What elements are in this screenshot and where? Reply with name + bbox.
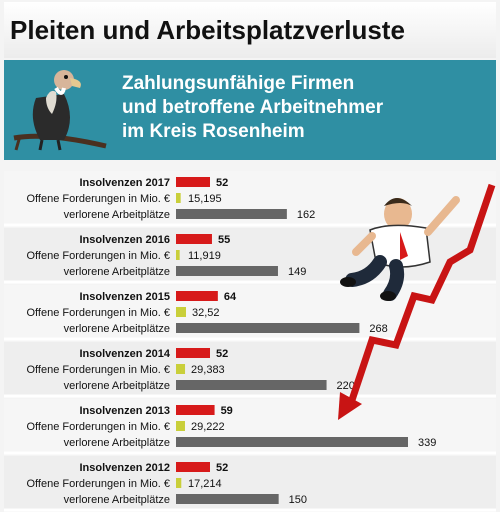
vulture-illustration <box>13 70 107 151</box>
jobs-bar-2017 <box>176 209 287 219</box>
insolvency-value-2015: 64 <box>224 291 237 303</box>
jobs-bar-2015 <box>176 323 360 333</box>
jobs-bar-2012 <box>176 494 279 504</box>
insolvency-label-2015: Insolvenzen 2015 <box>80 291 171 303</box>
insolvency-label-2014: Insolvenzen 2014 <box>80 348 171 360</box>
insolvency-bar-2014 <box>176 348 210 358</box>
jobs-bar-2016 <box>176 266 278 276</box>
claims-label-2016: Offene Forderungen in Mio. € <box>27 250 171 262</box>
insolvency-bar-2015 <box>176 291 218 301</box>
claims-bar-2013 <box>176 421 185 431</box>
subtitle: Zahlungsunfähige Firmen und betroffene A… <box>122 72 482 144</box>
insolvency-label-2013: Insolvenzen 2013 <box>80 405 171 417</box>
jobs-value-2012: 150 <box>289 494 307 506</box>
claims-label-2017: Offene Forderungen in Mio. € <box>27 193 171 205</box>
claims-label-2013: Offene Forderungen in Mio. € <box>27 421 171 433</box>
claims-bar-2017 <box>176 193 181 203</box>
claims-value-2015: 32,52 <box>192 307 220 319</box>
falling-man-illustration <box>340 196 460 301</box>
claims-label-2014: Offene Forderungen in Mio. € <box>27 364 171 376</box>
jobs-value-2014: 220 <box>337 380 355 392</box>
jobs-label-2017: verlorene Arbeitplätze <box>64 209 170 221</box>
jobs-value-2016: 149 <box>288 266 306 278</box>
subtitle-line-2: und betroffene Arbeitnehmer <box>122 97 384 118</box>
jobs-bar-2014 <box>176 380 327 390</box>
jobs-label-2012: verlorene Arbeitplätze <box>64 494 170 506</box>
insolvency-bar-2013 <box>176 405 215 415</box>
claims-value-2013: 29,222 <box>191 421 225 433</box>
jobs-value-2015: 268 <box>369 323 387 335</box>
jobs-label-2014: verlorene Arbeitplätze <box>64 380 170 392</box>
claims-value-2014: 29,383 <box>191 364 225 376</box>
insolvency-value-2012: 52 <box>216 462 228 474</box>
jobs-label-2015: verlorene Arbeitplätze <box>64 323 170 335</box>
insolvency-value-2017: 52 <box>216 177 228 189</box>
claims-label-2012: Offene Forderungen in Mio. € <box>27 478 171 490</box>
insolvency-bar-2016 <box>176 234 212 244</box>
claims-bar-2016 <box>176 250 180 260</box>
jobs-value-2013: 339 <box>418 437 436 449</box>
insolvency-label-2012: Insolvenzen 2012 <box>80 462 171 474</box>
claims-bar-2015 <box>176 307 186 317</box>
insolvency-bar-2012 <box>176 462 210 472</box>
jobs-bar-2013 <box>176 437 408 447</box>
insolvency-value-2013: 59 <box>221 405 233 417</box>
insolvency-label-2016: Insolvenzen 2016 <box>80 234 171 246</box>
jobs-value-2017: 162 <box>297 209 315 221</box>
jobs-label-2013: verlorene Arbeitplätze <box>64 437 170 449</box>
page-title: Pleiten und Arbeitsplatzverluste <box>4 2 496 58</box>
claims-label-2015: Offene Forderungen in Mio. € <box>27 307 171 319</box>
insolvency-value-2016: 55 <box>218 234 230 246</box>
insolvency-label-2017: Insolvenzen 2017 <box>80 177 171 189</box>
subtitle-line-1: Zahlungsunfähige Firmen <box>122 73 355 94</box>
claims-value-2017: 15,195 <box>188 193 222 205</box>
insolvency-bar-2017 <box>176 177 210 187</box>
insolvency-value-2014: 52 <box>216 348 228 360</box>
claims-bar-2012 <box>176 478 182 488</box>
claims-value-2016: 11,919 <box>188 250 221 262</box>
jobs-label-2016: verlorene Arbeitplätze <box>64 266 170 278</box>
subtitle-line-3: im Kreis Rosenheim <box>122 121 305 142</box>
claims-value-2012: 17,214 <box>188 478 222 490</box>
claims-bar-2014 <box>176 364 186 374</box>
